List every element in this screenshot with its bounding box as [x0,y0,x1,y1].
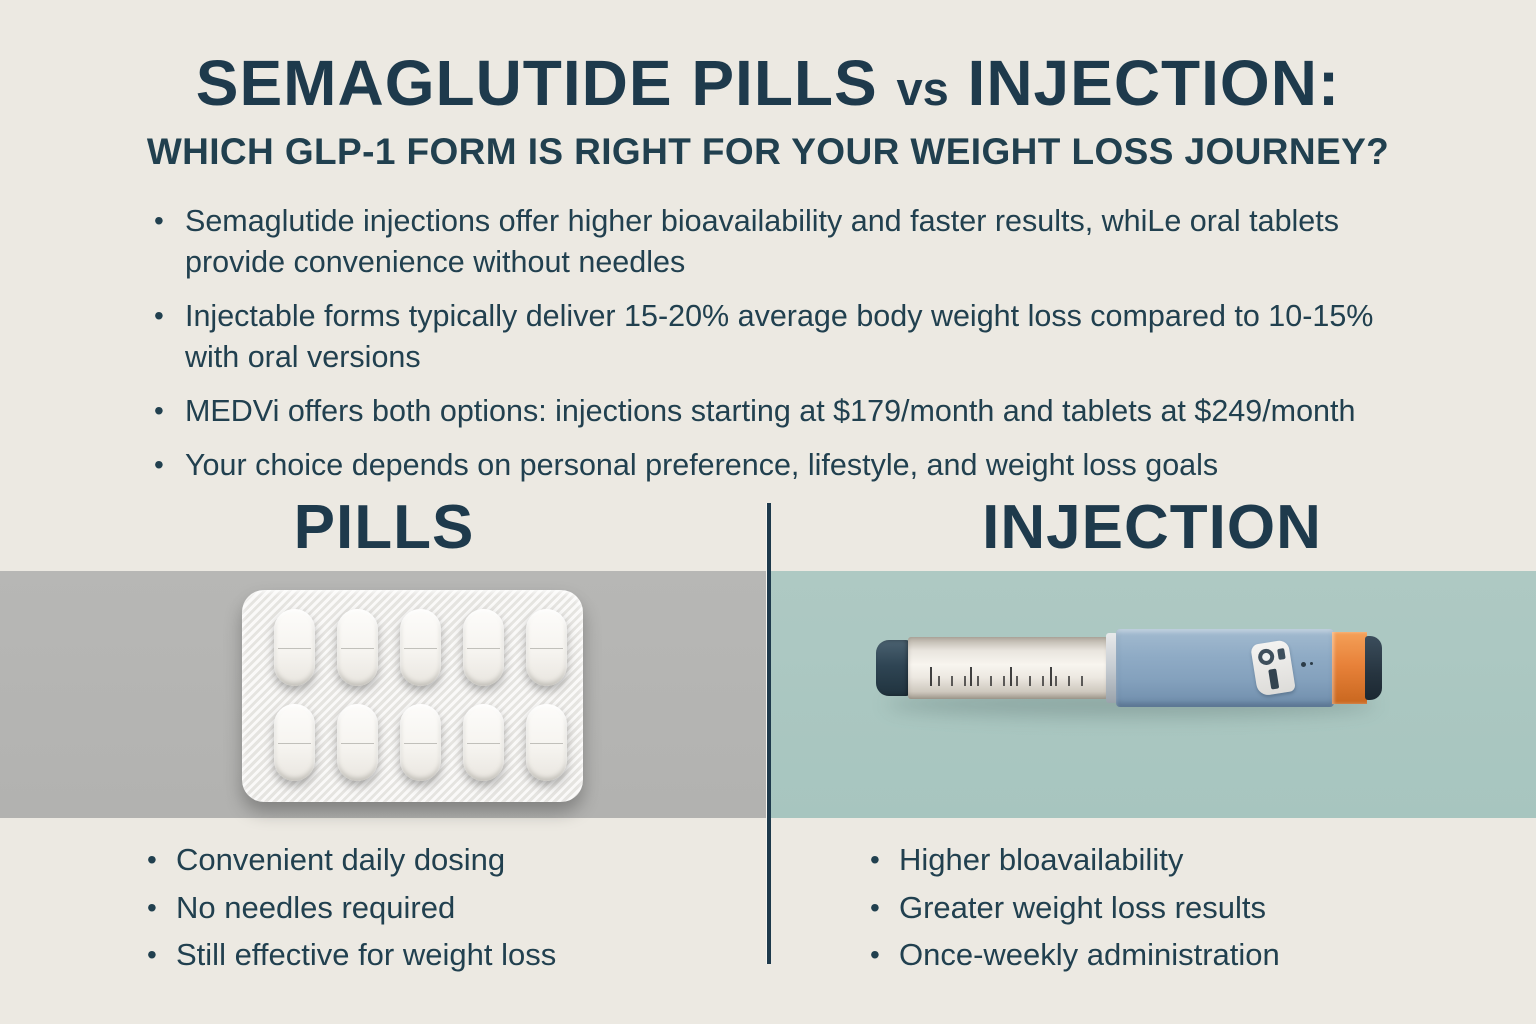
pill [463,704,504,781]
pills-benefit-2: No needles required [145,884,735,932]
pen-label-circle-icon [1257,647,1276,667]
intro-bullet-2: Injectable forms typically deliver 15-20… [152,295,1432,378]
intro-bullet-3: MEDVi offers both options: injections st… [152,390,1432,432]
injection-column-header: INJECTION [982,493,1322,562]
pen-body [1116,629,1334,707]
pill [463,609,504,686]
page-subtitle: WHICH GLP-1 FORM IS RIGHT FOR YOUR WEIGH… [146,131,1390,172]
pen-label-icon [1250,639,1296,697]
pill [400,704,441,781]
injection-pen [876,629,1382,717]
pen-orange-ring [1332,632,1367,704]
pills-column-header: PILLS [293,493,475,562]
pills-benefit-1: Convenient daily dosing [145,836,735,884]
pen-label-tab-icon [1277,648,1286,660]
intro-bullet-1: Semaglutide injections offer higher bioa… [152,200,1432,283]
title-right: INJECTION: [967,47,1341,119]
pill-blister-pack [242,590,583,802]
pen-label-bar-icon [1268,668,1280,690]
pills-benefit-3: Still effective for weight loss [145,931,735,979]
pill [274,609,315,686]
injection-benefit-2: Greater weight loss results [868,884,1488,932]
scale-minor-ticks [938,676,1090,686]
pen-collar [1106,633,1118,703]
pill [526,704,567,781]
pen-cap [876,640,910,696]
pill-grid [274,608,567,782]
pen-end-cap [1365,636,1382,700]
pills-benefits-list: Convenient daily dosing No needles requi… [145,836,735,979]
injection-benefit-3: Once-weekly administration [868,931,1488,979]
intro-bullet-list: Semaglutide injections offer higher bioa… [152,200,1452,499]
title-vs: vs [896,62,949,115]
pill [526,609,567,686]
column-divider [766,503,771,964]
pill [274,704,315,781]
injection-benefit-1: Higher bloavailability [868,836,1488,884]
injection-benefits-list: Higher bloavailability Greater weight lo… [868,836,1488,979]
injection-photo-panel [771,571,1536,818]
pen-dose-scale [930,667,1090,687]
page-title: SEMAGLUTIDE PILLS vs INJECTION: [0,46,1536,120]
intro-bullet-4: Your choice depends on personal preferen… [152,444,1432,486]
pen-body-dots [1301,662,1306,667]
title-left: SEMAGLUTIDE PILLS [195,47,878,119]
pill [337,704,378,781]
pill [337,609,378,686]
pen-cartridge-window [908,637,1108,699]
pill [400,609,441,686]
pills-photo-panel [0,571,767,818]
